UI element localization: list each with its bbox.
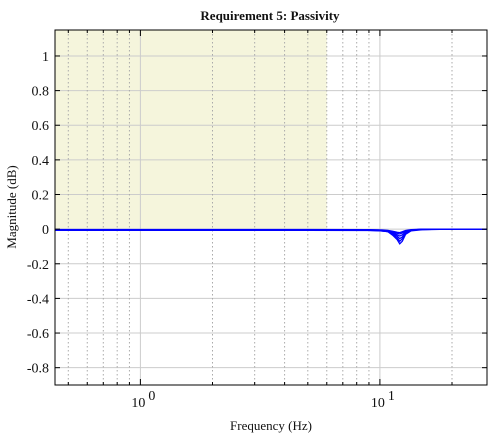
y-tick-label: 0.8 [32,85,50,100]
x-tick-exponent: 0 [148,389,155,404]
plot-border [54,29,488,386]
y-tick-label: 0 [42,223,49,238]
y-tick-label: 1 [42,50,49,65]
x-axis-label: Frequency (Hz) [230,418,312,433]
grid-lines [55,30,487,385]
y-tick-label: 0.2 [32,189,50,204]
tick-marks [55,30,487,385]
x-tick-label: 10 [131,396,145,411]
y-tick-label: -0.2 [27,258,49,273]
y-axis-label: Magnitude (dB) [4,165,19,248]
series-group [55,228,487,245]
y-tick-label: -0.8 [27,362,49,377]
y-tick-labels: 1 0.8 0.6 0.4 0.2 0 -0.2 -0.4 -0.6 -0.8 [27,50,49,377]
y-tick-label: 0.6 [32,119,50,134]
series-line [55,228,487,234]
y-tick-label: -0.6 [27,327,49,342]
y-tick-label: -0.4 [27,292,49,307]
x-tick-exponent: 1 [388,389,395,404]
x-tick-labels: 10 0 10 1 [131,389,395,411]
chart-title: Requirement 5: Passivity [200,8,340,23]
shaded-region [55,30,327,230]
x-tick-label: 10 [371,396,385,411]
y-tick-label: 0.4 [32,154,50,169]
